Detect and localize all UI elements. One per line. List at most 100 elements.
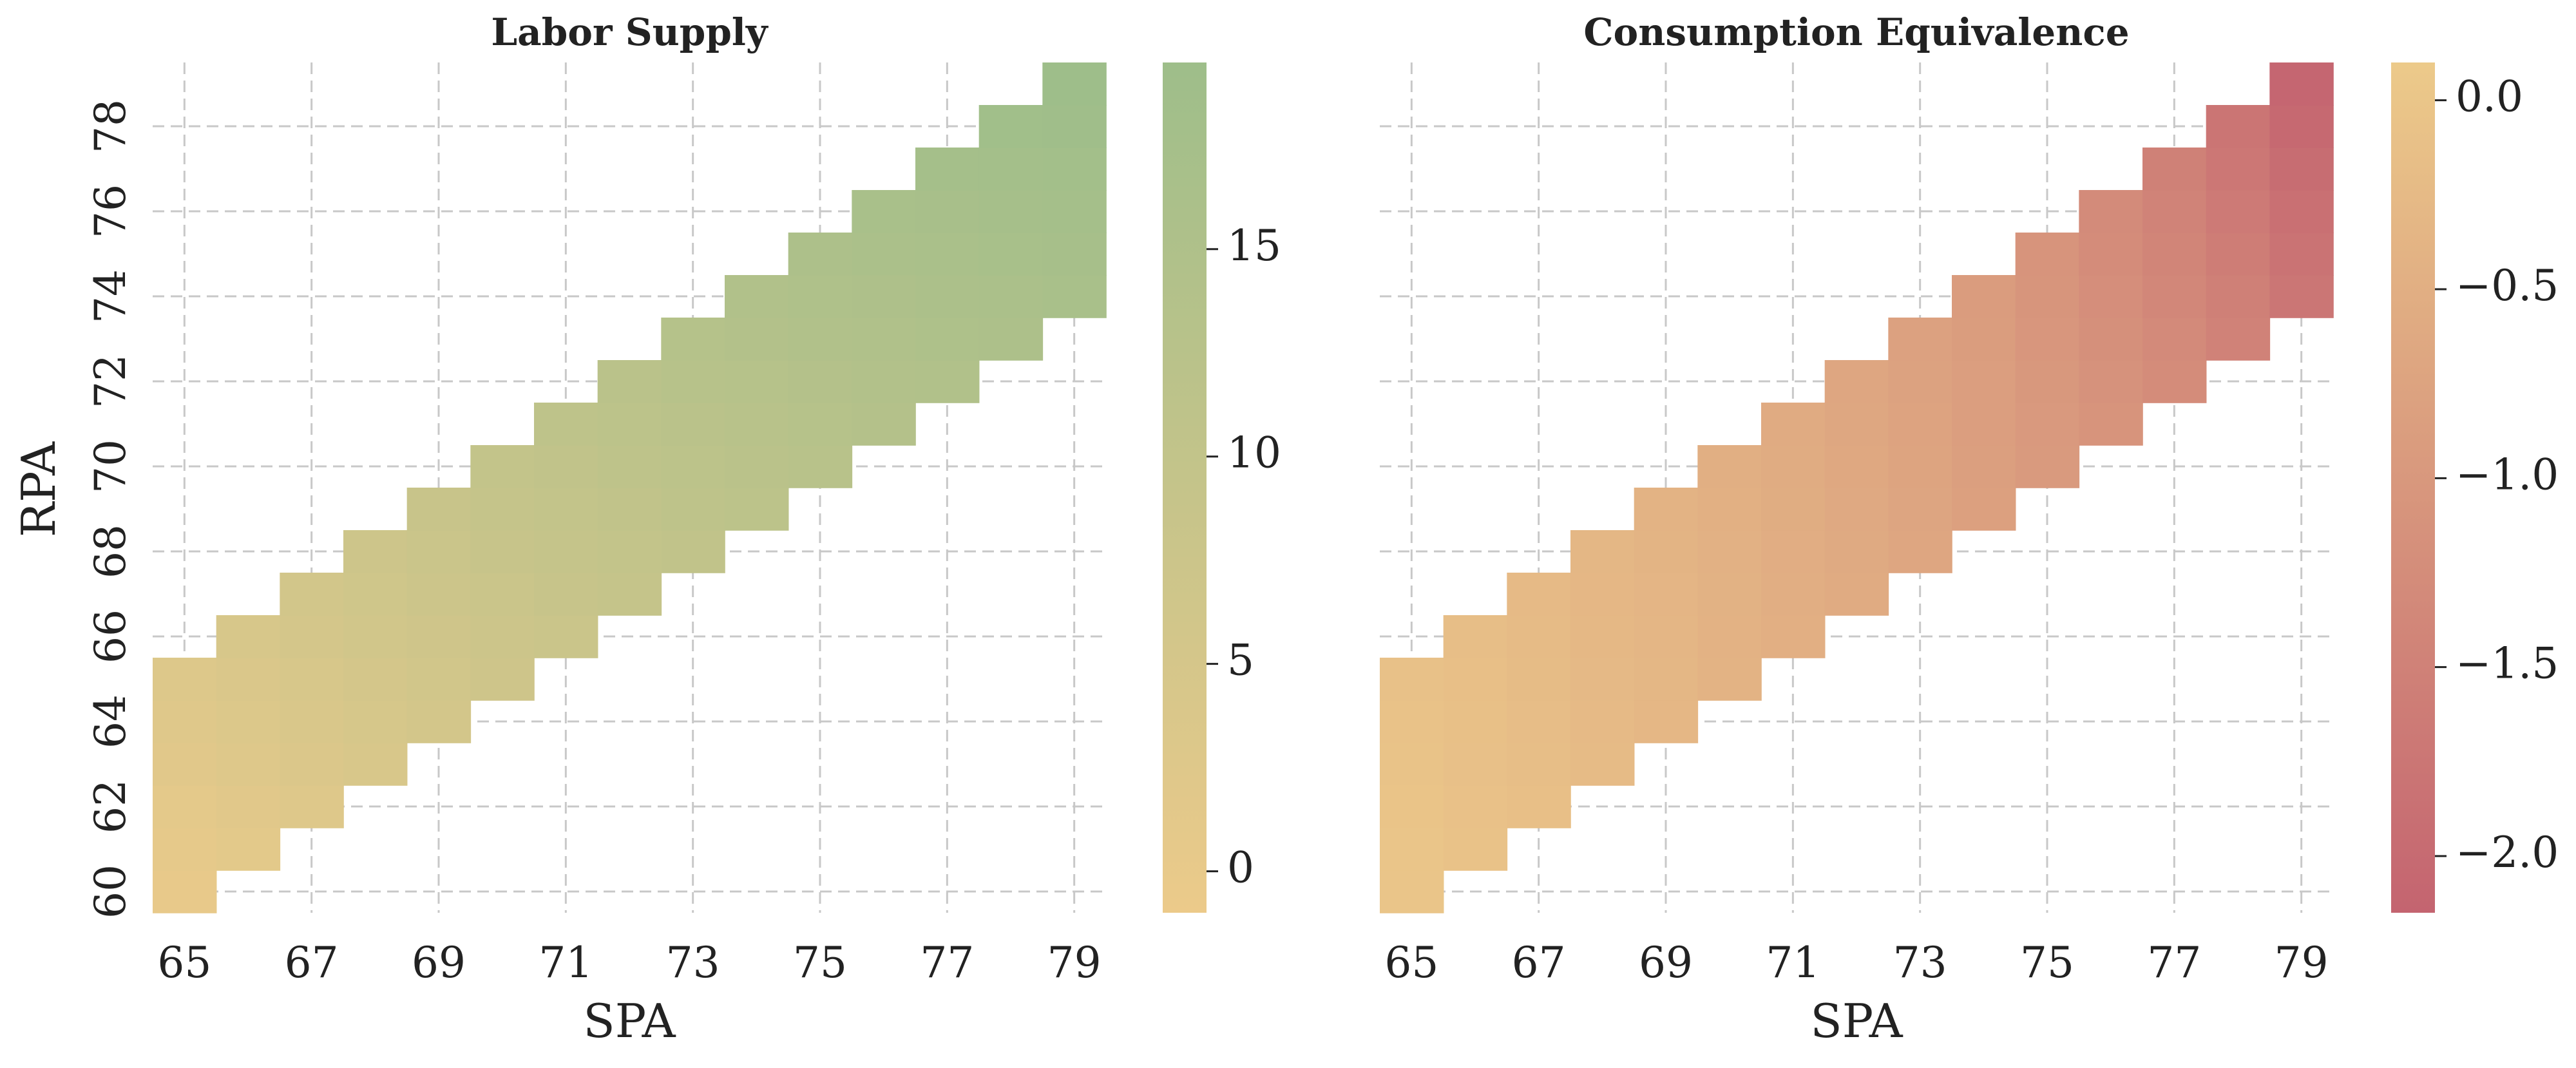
- heatmap-cell: [1507, 658, 1571, 701]
- heatmap-cell: [406, 700, 472, 743]
- heatmap-cells: [1380, 62, 2334, 913]
- heatmap-cell: [852, 233, 916, 276]
- heatmap-cell: [1570, 743, 1635, 786]
- heatmap-cell: [788, 360, 853, 403]
- heatmap-cell: [2269, 148, 2334, 191]
- heatmap-cell: [2206, 148, 2271, 191]
- chart-title: Consumption Equivalence: [1583, 10, 2129, 54]
- heatmap-cell: [1697, 573, 1762, 616]
- heatmap-cell: [597, 360, 662, 403]
- heatmap-cell: [343, 615, 408, 658]
- heatmap-cell: [1042, 62, 1107, 106]
- heatmap-cell: [534, 488, 598, 531]
- heatmap-cell: [153, 785, 217, 828]
- heatmap-cell: [852, 190, 916, 233]
- heatmap-cell: [597, 573, 662, 616]
- heatmap-cell: [1380, 700, 1444, 743]
- colorbar-tick-label: 0.0: [2456, 72, 2523, 122]
- heatmap-cell: [915, 190, 980, 233]
- colorbar-gradient: [2391, 62, 2435, 913]
- heatmap-cell: [2015, 233, 2080, 276]
- heatmap-cell: [2206, 190, 2271, 233]
- y-tick-label: 78: [86, 99, 135, 153]
- heatmap-cell: [216, 658, 281, 701]
- heatmap-cell: [2079, 360, 2143, 403]
- x-axis-ticks: 65 67 69 71 73 75 77 79: [1384, 938, 2328, 987]
- colorbar-tick-label: −2.0: [2456, 828, 2559, 877]
- heatmap-cell: [725, 275, 789, 318]
- heatmap-cell: [597, 445, 662, 488]
- heatmap-cell: [280, 743, 344, 786]
- heatmap-cell: [1380, 828, 1444, 871]
- heatmap-cell: [1761, 488, 1826, 531]
- heatmap-cell: [2269, 62, 2334, 106]
- heatmap-cell: [852, 403, 916, 446]
- heatmap-cell: [534, 403, 598, 446]
- heatmap-cell: [1824, 403, 1889, 446]
- heatmap-cell: [534, 530, 598, 573]
- x-tick-label: 71: [1766, 938, 1820, 987]
- heatmap-cell: [534, 445, 598, 488]
- heatmap-cell: [1824, 530, 1889, 573]
- heatmap-cell: [661, 488, 725, 531]
- heatmap-cell: [2142, 233, 2207, 276]
- x-tick-label: 65: [1384, 938, 1438, 987]
- heatmap-cell: [1570, 658, 1635, 701]
- heatmap-cell: [1042, 233, 1107, 276]
- heatmap-cell: [1042, 190, 1107, 233]
- heatmap-cell: [1507, 573, 1571, 616]
- heatmap-cell: [725, 318, 789, 361]
- heatmap-cell: [597, 530, 662, 573]
- heatmap-cell: [1443, 785, 1508, 828]
- heatmap-cell: [1507, 743, 1571, 786]
- heatmap-cell: [470, 530, 535, 573]
- heatmap-cell: [1952, 403, 2016, 446]
- heatmap-cell: [661, 530, 725, 573]
- heatmap-cell: [852, 275, 916, 318]
- heatmap-cell: [153, 828, 217, 871]
- x-tick-label: 77: [920, 938, 974, 987]
- heatmap-cell: [470, 445, 535, 488]
- heatmap-cell: [1380, 658, 1444, 701]
- heatmap-cell: [1507, 785, 1571, 828]
- heatmap-cell: [915, 360, 980, 403]
- heatmap-cell: [1697, 615, 1762, 658]
- heatmap-cell: [1697, 445, 1762, 488]
- heatmap-cell: [1634, 530, 1699, 573]
- heatmap-cell: [2079, 190, 2143, 233]
- heatmap-cell: [597, 488, 662, 531]
- heatmap-cell: [978, 105, 1044, 148]
- heatmap-cell: [978, 275, 1044, 318]
- heatmap-cell: [852, 318, 916, 361]
- y-tick-label: 60: [86, 864, 135, 919]
- heatmap-cell: [1888, 360, 1952, 403]
- heatmap-cell: [1697, 488, 1762, 531]
- x-tick-label: 67: [285, 938, 339, 987]
- colorbar: 0 5 10 15: [1163, 62, 1281, 913]
- heatmap-cell: [1042, 105, 1107, 148]
- heatmap-cell: [343, 573, 408, 616]
- x-axis-label: SPA: [583, 994, 676, 1048]
- heatmap-cell: [1634, 573, 1699, 616]
- heatmap-cell: [1443, 828, 1508, 871]
- heatmap-cell: [2015, 318, 2080, 361]
- heatmap-cell: [2142, 190, 2207, 233]
- heatmap-cell: [534, 615, 598, 658]
- y-axis-label: RPA: [12, 441, 66, 537]
- heatmap-cell: [406, 658, 472, 701]
- heatmap-cell: [2269, 105, 2334, 148]
- heatmap-cell: [725, 403, 789, 446]
- heatmap-panel-labor-supply: Labor Supply 65 67 69 71 73 75 77 79 60 62 64 66 68…: [12, 10, 1281, 1048]
- heatmap-cell: [978, 233, 1044, 276]
- heatmap-cell: [534, 573, 598, 616]
- heatmap-cell: [216, 785, 281, 828]
- heatmap-cell: [1888, 403, 1952, 446]
- heatmap-cell: [2206, 275, 2271, 318]
- x-tick-label: 75: [2020, 938, 2074, 987]
- heatmap-cell: [1380, 785, 1444, 828]
- heatmap-cell: [2206, 318, 2271, 361]
- heatmap-cell: [1952, 318, 2016, 361]
- heatmap-cell: [343, 700, 408, 743]
- heatmap-cell: [153, 870, 217, 913]
